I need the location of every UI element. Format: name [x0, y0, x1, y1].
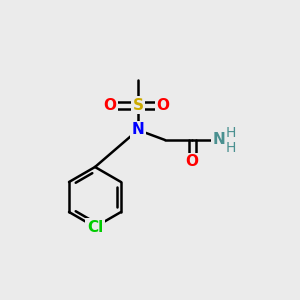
Text: N: N	[213, 133, 225, 148]
Text: H: H	[226, 126, 236, 140]
Text: Cl: Cl	[87, 220, 103, 235]
Text: N: N	[132, 122, 144, 137]
Text: S: S	[133, 98, 143, 112]
Text: O: O	[103, 98, 116, 112]
Text: H: H	[226, 141, 236, 155]
Text: O: O	[185, 154, 199, 169]
Text: O: O	[157, 98, 169, 112]
